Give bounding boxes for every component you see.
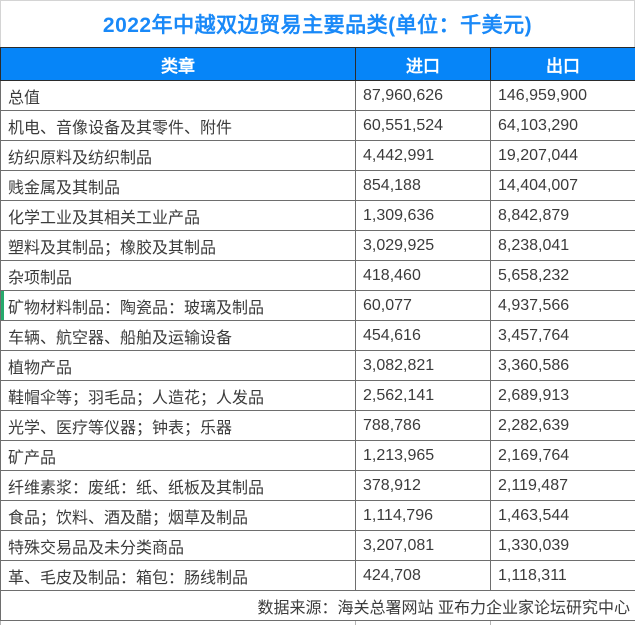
- table-row: 特殊交易品及未分类商品 3,207,081 1,330,039: [1, 531, 635, 561]
- category-cell: 鞋帽伞等；羽毛品；人造花；人发品: [1, 381, 356, 411]
- export-cell: 5,658,232: [491, 261, 635, 291]
- page-title: 2022年中越双边贸易主要品类(单位：千美元): [0, 0, 635, 47]
- table-row: 矿产品 1,213,965 2,169,764: [1, 441, 635, 471]
- export-cell: 19,207,044: [491, 141, 635, 171]
- header-category: 类章: [1, 48, 356, 81]
- export-cell: 3,457,764: [491, 321, 635, 351]
- export-cell: 1,118,311: [491, 561, 635, 591]
- category-cell: 矿产品: [1, 441, 356, 471]
- category-cell: 纤维素浆：废纸：纸、纸板及其制品: [1, 471, 356, 501]
- export-cell: 1,330,039: [491, 531, 635, 561]
- table-row: 化学工业及其相关工业产品 1,309,636 8,842,879: [1, 201, 635, 231]
- header-export: 出口: [491, 48, 635, 81]
- table-row: 纺织原料及纺织制品 4,442,991 19,207,044: [1, 141, 635, 171]
- import-cell: 1,114,796: [356, 501, 491, 531]
- table-row: 光学、医疗等仪器；钟表；乐器 788,786 2,282,639: [1, 411, 635, 441]
- export-cell: 3,360,586: [491, 351, 635, 381]
- import-cell: 60,551,524: [356, 111, 491, 141]
- table-row: 植物产品 3,082,821 3,360,586: [1, 351, 635, 381]
- category-cell: 特殊交易品及未分类商品: [1, 531, 356, 561]
- category-cell: 食品；饮料、酒及醋；烟草及制品: [1, 501, 356, 531]
- category-cell: 总值: [1, 81, 356, 111]
- export-cell: 146,959,900: [491, 81, 635, 111]
- table-row: 杂项制品 418,460 5,658,232: [1, 261, 635, 291]
- export-cell: 14,404,007: [491, 171, 635, 201]
- category-cell: 光学、医疗等仪器；钟表；乐器: [1, 411, 356, 441]
- table-row-selected: 矿物材料制品：陶瓷品：玻璃及制品 60,077 4,937,566: [1, 291, 635, 321]
- table-row: 塑料及其制品；橡胶及其制品 3,029,925 8,238,041: [1, 231, 635, 261]
- export-cell: 8,842,879: [491, 201, 635, 231]
- table-header-row: 类章 进口 出口: [1, 48, 635, 81]
- category-cell: 植物产品: [1, 351, 356, 381]
- category-cell: 革、毛皮及制品：箱包：肠线制品: [1, 561, 356, 591]
- table-row: 贱金属及其制品 854,188 14,404,007: [1, 171, 635, 201]
- trade-table: 类章 进口 出口 总值 87,960,626 146,959,900 机电、音像…: [0, 47, 635, 625]
- category-cell: 化学工业及其相关工业产品: [1, 201, 356, 231]
- table-row: 机电、音像设备及其零件、附件 60,551,524 64,103,290: [1, 111, 635, 141]
- table-row: 纤维素浆：废纸：纸、纸板及其制品 378,912 2,119,487: [1, 471, 635, 501]
- export-cell: 8,238,041: [491, 231, 635, 261]
- export-cell: 2,689,913: [491, 381, 635, 411]
- import-cell: 87,960,626: [356, 81, 491, 111]
- import-cell: 788,786: [356, 411, 491, 441]
- export-cell: 2,119,487: [491, 471, 635, 501]
- export-cell: 2,169,764: [491, 441, 635, 471]
- import-cell: 454,616: [356, 321, 491, 351]
- import-cell: 424,708: [356, 561, 491, 591]
- import-cell: 3,029,925: [356, 231, 491, 261]
- table-row: 鞋帽伞等；羽毛品；人造花；人发品 2,562,141 2,689,913: [1, 381, 635, 411]
- import-cell: 854,188: [356, 171, 491, 201]
- import-cell: 2,562,141: [356, 381, 491, 411]
- category-cell: 车辆、航空器、船舶及运输设备: [1, 321, 356, 351]
- category-cell: 塑料及其制品；橡胶及其制品: [1, 231, 356, 261]
- import-cell: 3,082,821: [356, 351, 491, 381]
- import-cell: 418,460: [356, 261, 491, 291]
- import-cell: 4,442,991: [356, 141, 491, 171]
- category-cell: 纺织原料及纺织制品: [1, 141, 356, 171]
- export-cell: 64,103,290: [491, 111, 635, 141]
- import-cell: 378,912: [356, 471, 491, 501]
- export-cell: 1,463,544: [491, 501, 635, 531]
- category-cell: 贱金属及其制品: [1, 171, 356, 201]
- source-row: 数据来源：海关总署网站 亚布力企业家论坛研究中心: [1, 591, 635, 621]
- table-row: 革、毛皮及制品：箱包：肠线制品 424,708 1,118,311: [1, 561, 635, 591]
- table-row: 总值 87,960,626 146,959,900: [1, 81, 635, 111]
- data-source-note: 数据来源：海关总署网站 亚布力企业家论坛研究中心: [1, 591, 635, 621]
- category-cell: 矿物材料制品：陶瓷品：玻璃及制品: [1, 291, 356, 321]
- import-cell: 3,207,081: [356, 531, 491, 561]
- table-row: 食品；饮料、酒及醋；烟草及制品 1,114,796 1,463,544: [1, 501, 635, 531]
- import-cell: 60,077: [356, 291, 491, 321]
- import-cell: 1,213,965: [356, 441, 491, 471]
- import-cell: 1,309,636: [356, 201, 491, 231]
- header-import: 进口: [356, 48, 491, 81]
- partial-row-stub: [1, 621, 635, 625]
- table-row: 车辆、航空器、船舶及运输设备 454,616 3,457,764: [1, 321, 635, 351]
- category-cell: 机电、音像设备及其零件、附件: [1, 111, 356, 141]
- category-cell: 杂项制品: [1, 261, 356, 291]
- export-cell: 2,282,639: [491, 411, 635, 441]
- export-cell: 4,937,566: [491, 291, 635, 321]
